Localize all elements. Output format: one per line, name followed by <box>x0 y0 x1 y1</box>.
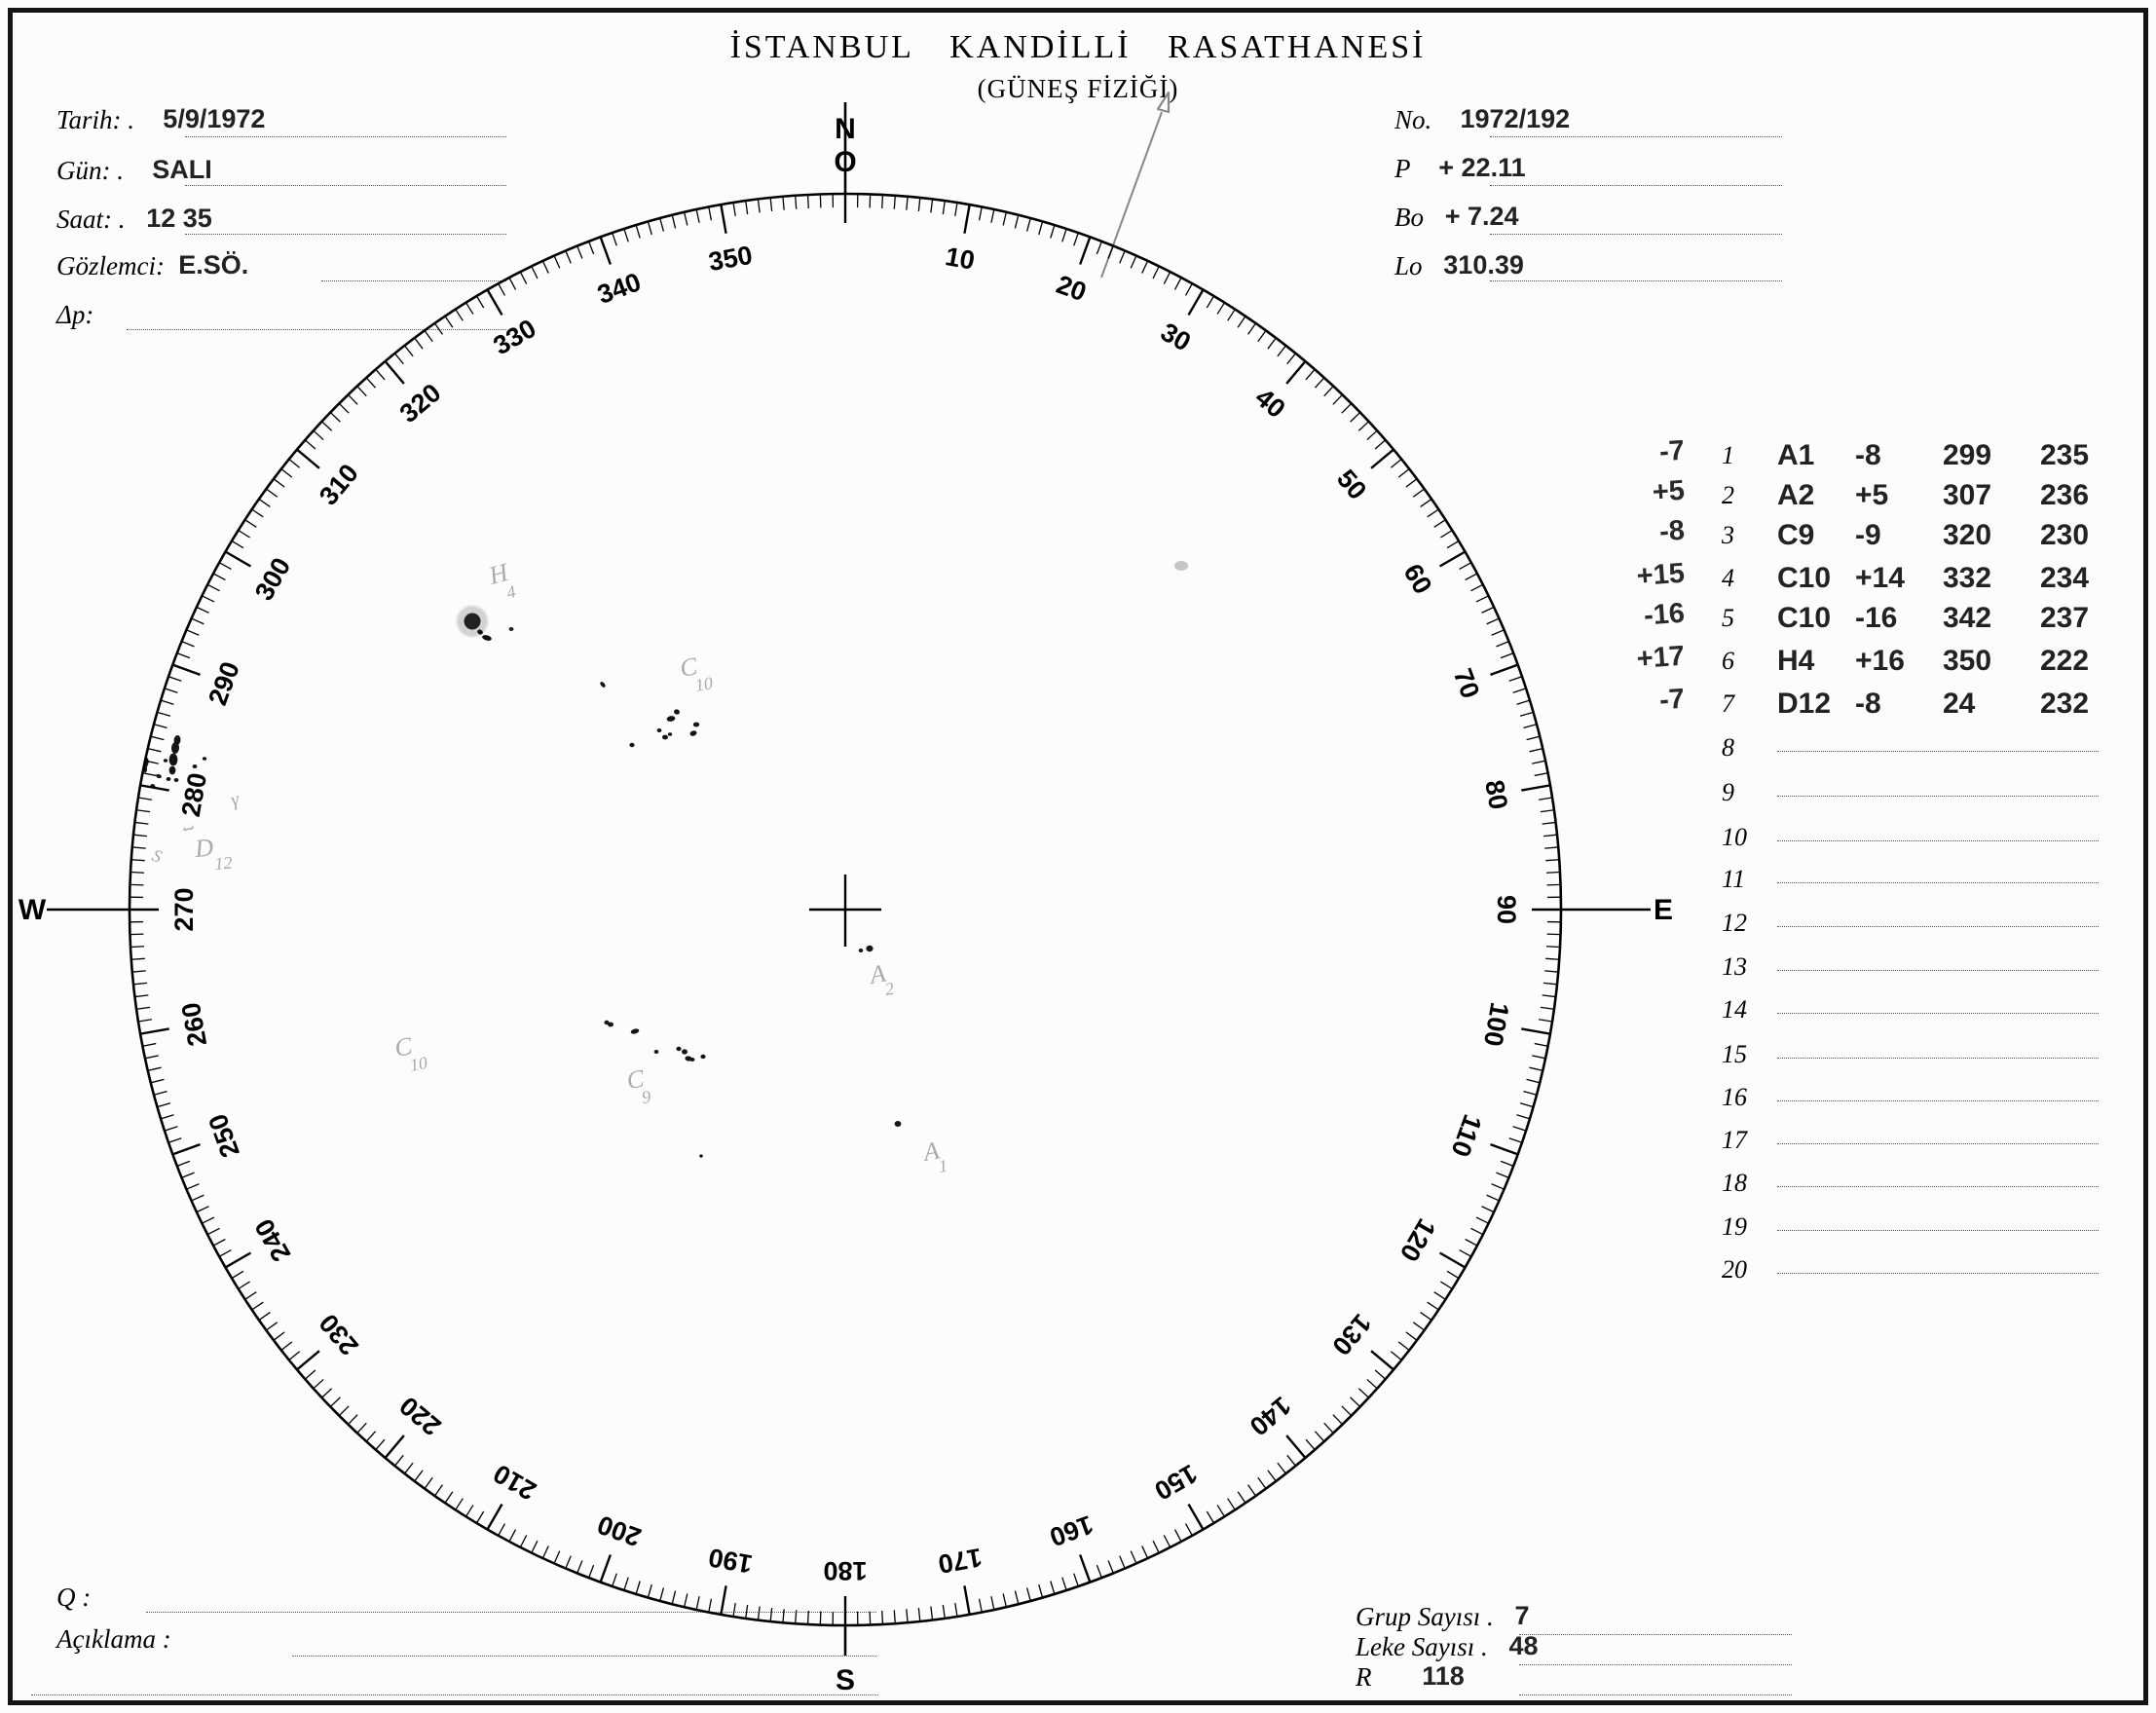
svg-text:4: 4 <box>504 581 518 603</box>
svg-text:140: 140 <box>1244 1391 1296 1441</box>
svg-text:D: D <box>193 833 214 863</box>
svg-text:270: 270 <box>169 887 199 931</box>
svg-text:10: 10 <box>693 673 714 695</box>
svg-text:180: 180 <box>823 1556 867 1585</box>
svg-text:N: N <box>835 113 856 145</box>
svg-text:γ: γ <box>229 788 242 811</box>
svg-text:60: 60 <box>1397 559 1437 599</box>
svg-text:250: 250 <box>203 1110 245 1162</box>
svg-text:200: 200 <box>594 1509 646 1552</box>
svg-text:70: 70 <box>1448 665 1485 702</box>
svg-text:300: 300 <box>249 553 297 606</box>
svg-text:S: S <box>836 1664 855 1696</box>
svg-text:1: 1 <box>937 1156 948 1176</box>
svg-text:190: 190 <box>706 1543 755 1579</box>
svg-text:30: 30 <box>1156 317 1196 357</box>
svg-text:E: E <box>1654 894 1673 926</box>
svg-text:340: 340 <box>594 267 646 310</box>
svg-text:12: 12 <box>214 852 234 873</box>
svg-text:120: 120 <box>1394 1213 1442 1266</box>
svg-text:220: 220 <box>394 1391 447 1441</box>
svg-text:2: 2 <box>883 979 895 999</box>
svg-text:210: 210 <box>489 1459 541 1507</box>
svg-text:20: 20 <box>1053 270 1090 307</box>
svg-text:130: 130 <box>1326 1308 1377 1360</box>
svg-text:10: 10 <box>943 242 977 276</box>
svg-text:40: 40 <box>1249 383 1290 424</box>
svg-text:80: 80 <box>1479 778 1513 812</box>
svg-text:9: 9 <box>641 1087 652 1107</box>
svg-text:110: 110 <box>1445 1111 1487 1161</box>
svg-text:S: S <box>150 845 165 867</box>
svg-text:90: 90 <box>1492 895 1521 924</box>
svg-text:330: 330 <box>489 314 541 361</box>
svg-text:160: 160 <box>1046 1509 1097 1552</box>
svg-text:ʇ: ʇ <box>177 821 200 835</box>
svg-text:310: 310 <box>314 459 364 511</box>
svg-text:150: 150 <box>1149 1459 1202 1507</box>
svg-text:320: 320 <box>394 378 447 428</box>
svg-text:50: 50 <box>1331 464 1372 504</box>
svg-text:W: W <box>19 894 47 926</box>
svg-text:100: 100 <box>1478 1000 1514 1049</box>
svg-text:170: 170 <box>936 1543 985 1579</box>
svg-text:260: 260 <box>176 1000 212 1049</box>
svg-text:280: 280 <box>176 770 212 819</box>
svg-text:290: 290 <box>203 658 245 710</box>
svg-text:10: 10 <box>408 1053 428 1075</box>
svg-text:240: 240 <box>249 1213 297 1266</box>
svg-text:230: 230 <box>314 1308 364 1360</box>
svg-text:350: 350 <box>706 241 755 277</box>
svg-text:O: O <box>834 146 856 178</box>
